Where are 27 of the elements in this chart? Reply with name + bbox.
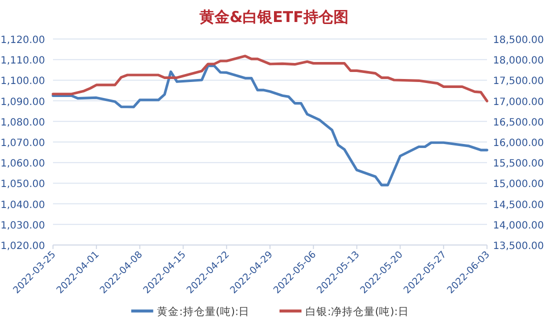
y-tick-label: 1,100.00 [0,76,45,88]
y2-tick-label: 15,000.00 [493,179,544,190]
y-tick-label: 1,060.00 [0,158,45,170]
y2-tick-label: 18,500.00 [493,35,544,46]
line-series [52,64,488,186]
y-tick-label: 1,080.00 [0,117,45,128]
y2-tick-label: 17,500.00 [493,76,544,88]
y2-tick-label: 16,500.00 [493,117,544,128]
y-tick-label: 1,070.00 [0,138,45,149]
chart-title: 黄金&白银ETF持仓图 [198,8,348,26]
y2-tick-label: 17,000.00 [493,96,544,108]
line-series [52,54,488,102]
y-tick-label: 1,020.00 [0,241,45,252]
y-tick-label: 1,030.00 [0,220,45,232]
legend-label: 黄金:持仓量(吨):日 [157,305,250,318]
y2-tick-label: 14,000.00 [493,220,544,232]
y2-tick-label: 14,500.00 [493,200,544,211]
y-tick-label: 1,090.00 [0,96,45,108]
y2-tick-label: 13,500.00 [493,241,544,252]
y2-tick-label: 16,000.00 [493,138,544,149]
y-tick-label: 1,050.00 [0,179,45,190]
legend-label: 白银:净持仓量(吨):日 [306,305,409,318]
y-tick-label: 1,110.00 [0,56,45,67]
y-tick-label: 1,040.00 [0,200,45,211]
y-tick-label: 1,120.00 [0,35,45,46]
y2-tick-label: 15,500.00 [493,158,544,170]
y2-tick-label: 18,000.00 [493,56,544,67]
